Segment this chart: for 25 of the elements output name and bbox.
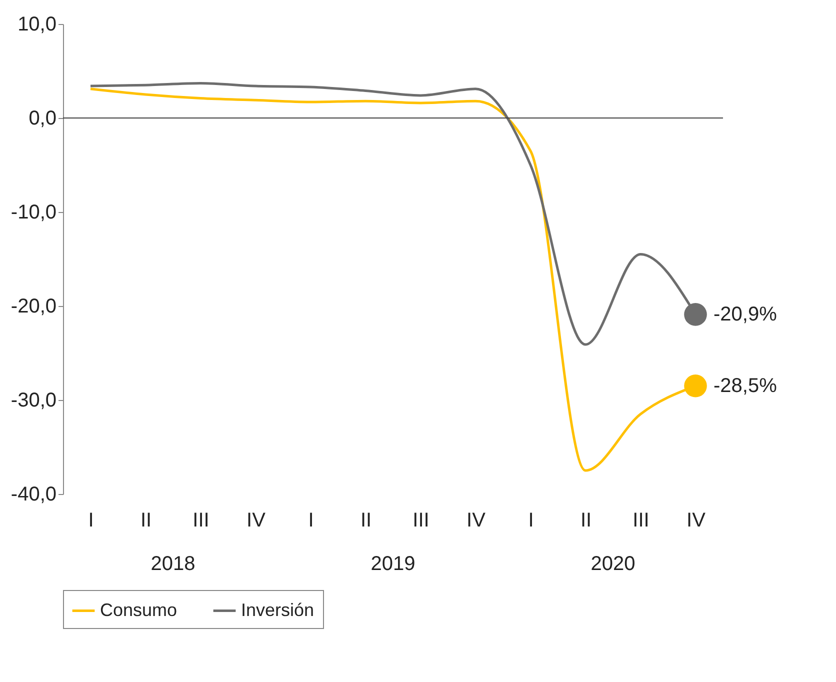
y-tick-label: 10,0 <box>18 14 56 36</box>
x-tick-label: IV <box>686 510 706 532</box>
data-label: -28,5% <box>714 374 778 397</box>
text: 2020 <box>590 553 636 575</box>
x-tick-label: II <box>580 510 592 532</box>
x-tick-label: IV <box>246 510 266 532</box>
x-tick-label: IV <box>466 510 486 532</box>
y-tick-label: -10,0 <box>10 202 56 224</box>
text: 2019 <box>370 553 416 575</box>
x-tick-label: II <box>140 510 152 532</box>
x-tick-label: III <box>412 510 430 532</box>
y-tick-label: -40,0 <box>10 484 56 506</box>
x-tick-label: I <box>528 510 534 532</box>
y-tick-label: 0,0 <box>28 108 56 130</box>
legend-label: Inversión <box>241 600 314 620</box>
y-tick-label: -30,0 <box>10 390 56 412</box>
text: 2018 <box>150 553 196 575</box>
x-tick-label: I <box>308 510 314 532</box>
x-tick-label: I <box>88 510 94 532</box>
x-tick-label: II <box>360 510 372 532</box>
data-label: -20,9% <box>714 303 778 326</box>
x-tick-label: III <box>192 510 210 532</box>
y-tick-label: -20,0 <box>10 296 56 318</box>
legend-label: Consumo <box>100 600 178 620</box>
x-tick-label: III <box>632 510 650 532</box>
